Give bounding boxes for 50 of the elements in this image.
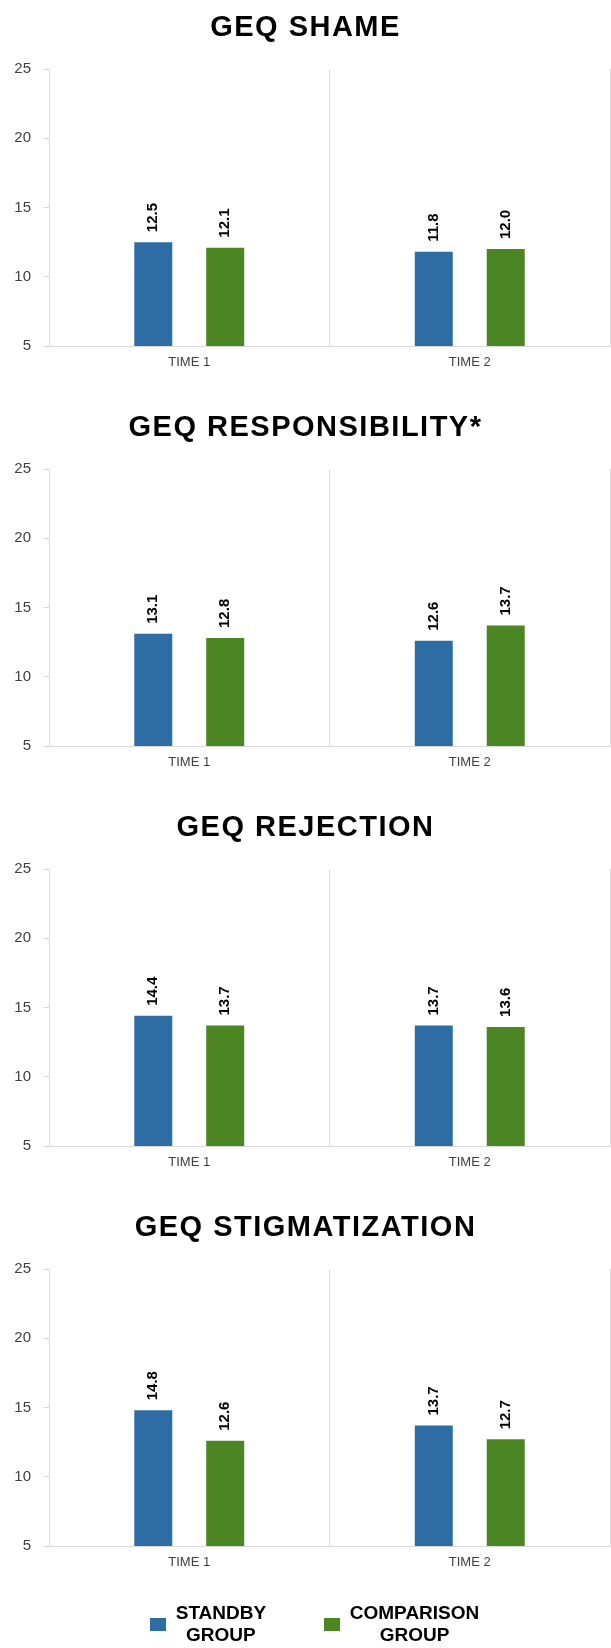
data-label: 12.6: [423, 601, 441, 631]
y-tick-label: 25: [14, 59, 31, 77]
x-tick-label: TIME 1: [168, 1554, 211, 1570]
x-tick-label: TIME 2: [448, 1154, 491, 1170]
legend-label: COMPARISON GROUP: [349, 1602, 480, 1646]
data-label: 12.7: [495, 1400, 513, 1430]
y-tick-label: 20: [14, 128, 31, 146]
data-label: 14.8: [143, 1371, 161, 1401]
data-label: 14.4: [143, 975, 161, 1006]
x-tick-label: TIME 1: [168, 754, 211, 770]
chart-title: GEQ RESPONSIBILITY*: [127, 409, 484, 444]
data-label: 13.7: [495, 586, 513, 616]
data-label: 12.6: [215, 1401, 233, 1431]
data-label: 12.0: [495, 209, 513, 240]
data-label: 13.6: [495, 987, 513, 1017]
data-label: 12.8: [215, 598, 233, 628]
y-tick-label: 25: [14, 459, 31, 477]
x-tick-label: TIME 2: [448, 1554, 491, 1570]
y-tick-label: 20: [14, 528, 31, 546]
x-tick-label: TIME 2: [448, 354, 491, 370]
y-tick-label: 15: [14, 1397, 31, 1415]
y-tick-label: 20: [14, 928, 31, 946]
data-label: 13.1: [143, 594, 161, 624]
y-tick-label: 10: [14, 1066, 31, 1084]
y-tick-label: 15: [14, 597, 31, 615]
chart-title: GEQ SHAME: [209, 9, 402, 44]
y-tick-label: 25: [14, 859, 31, 877]
data-label: 13.7: [423, 986, 441, 1016]
y-tick-label: 20: [14, 1328, 31, 1346]
y-tick-label: 5: [22, 336, 31, 354]
y-tick-label: 5: [22, 736, 31, 754]
data-label: 12.1: [215, 208, 233, 238]
y-tick-label: 15: [14, 197, 31, 215]
data-label: 13.7: [215, 986, 233, 1016]
chart-title: GEQ REJECTION: [175, 809, 436, 844]
data-label: 12.5: [143, 202, 161, 233]
y-tick-label: 25: [14, 1259, 31, 1277]
y-tick-label: 10: [14, 1466, 31, 1484]
legend-label: STANDBY GROUP: [175, 1602, 267, 1646]
y-tick-label: 10: [14, 266, 31, 284]
y-tick-label: 5: [22, 1536, 31, 1554]
data-label: 11.8: [423, 213, 441, 242]
chart-title: GEQ STIGMATIZATION: [133, 1209, 478, 1244]
x-tick-label: TIME 1: [168, 1154, 211, 1170]
x-tick-label: TIME 2: [448, 754, 491, 770]
x-tick-label: TIME 1: [168, 354, 211, 370]
y-tick-label: 5: [22, 1136, 31, 1154]
data-label: 13.7: [423, 1386, 441, 1416]
y-tick-label: 10: [14, 666, 31, 684]
y-tick-label: 15: [14, 997, 31, 1015]
